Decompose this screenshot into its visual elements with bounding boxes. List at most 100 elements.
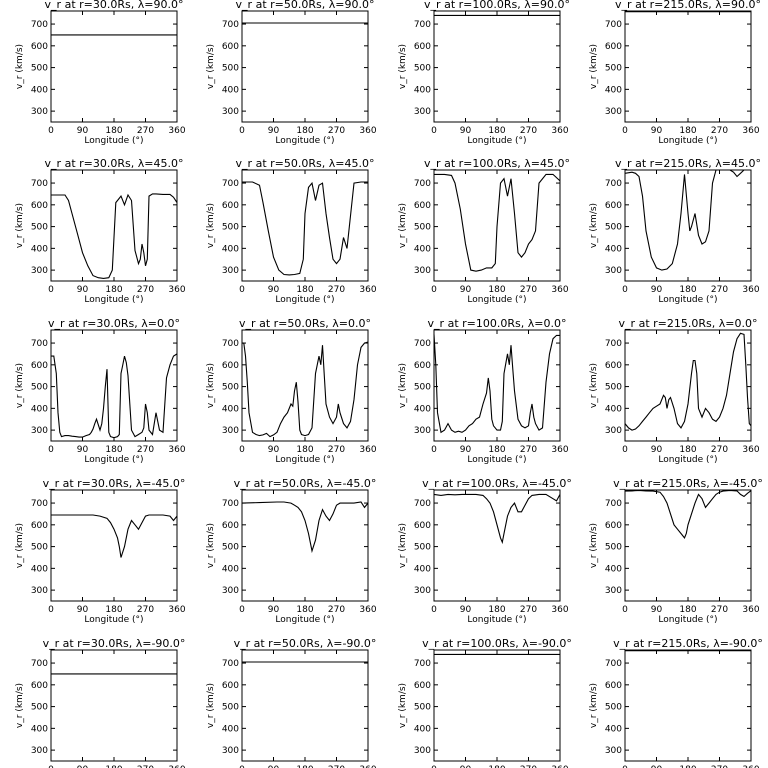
x-tick-label: 0	[239, 285, 245, 295]
chart-panel-19: v_r at r=215.0Rs, λ=-90.0° 0 90 180 270 360 30…	[589, 637, 763, 768]
x-tick-label: 0	[431, 285, 437, 295]
x-axis-label: Longitude (°)	[275, 615, 334, 625]
x-tick-label: 270	[328, 285, 345, 295]
x-tick-label: 90	[268, 765, 280, 768]
y-tick-label: 700	[605, 499, 622, 509]
x-tick-label: 0	[622, 605, 628, 615]
x-tick-label: 360	[551, 445, 568, 455]
series-line	[624, 489, 752, 539]
y-tick-label: 700	[31, 659, 48, 669]
x-axis-label: Longitude (°)	[467, 615, 526, 625]
x-tick-label: 270	[711, 445, 728, 455]
x-tick-label: 180	[679, 605, 696, 615]
x-tick-label: 270	[137, 445, 154, 455]
y-tick-label: 600	[605, 681, 622, 691]
x-tick-label: 270	[520, 285, 537, 295]
panel-title: v_r at r=30.0Rs, λ=45.0°	[45, 157, 184, 170]
y-axis-label: v_r (km/s)	[398, 683, 408, 728]
y-tick-label: 600	[605, 521, 622, 531]
x-tick-label: 0	[48, 126, 54, 136]
x-tick-label: 270	[328, 605, 345, 615]
y-tick-label: 600	[222, 201, 239, 211]
x-tick-label: 270	[137, 765, 154, 768]
x-tick-label: 90	[77, 605, 89, 615]
y-tick-label: 300	[605, 746, 622, 756]
x-tick-label: 360	[742, 445, 759, 455]
y-tick-label: 400	[605, 564, 622, 574]
series-line	[51, 353, 178, 439]
x-tick-label: 0	[48, 605, 54, 615]
chart-panel-8: v_r at r=30.0Rs, λ=0.0° 0 90 180 270 360 300 40…	[15, 317, 186, 465]
y-tick-label: 600	[414, 521, 431, 531]
y-tick-label: 600	[414, 201, 431, 211]
chart-panel-16: v_r at r=30.0Rs, λ=-90.0° 0 90 180 270 360 300…	[15, 637, 186, 768]
x-tick-label: 360	[168, 126, 185, 136]
x-tick-label: 360	[359, 126, 376, 136]
x-tick-label: 0	[239, 126, 245, 136]
y-tick-label: 300	[222, 586, 239, 596]
y-tick-label: 600	[31, 361, 48, 371]
x-tick-label: 360	[168, 445, 185, 455]
y-tick-label: 300	[31, 426, 48, 436]
x-tick-label: 360	[168, 765, 185, 768]
y-tick-label: 500	[605, 543, 622, 553]
plot-frame	[50, 649, 178, 762]
x-tick-label: 0	[239, 765, 245, 768]
x-axis-label: Longitude (°)	[658, 295, 717, 305]
x-tick-label: 90	[77, 765, 89, 768]
chart-panel-15: v_r at r=215.0Rs, λ=-45.0° 0 90 180 270 360 30…	[589, 477, 763, 625]
y-tick-label: 500	[222, 703, 239, 713]
x-tick-label: 270	[328, 765, 345, 768]
x-tick-label: 360	[742, 765, 759, 768]
plot-frame	[50, 489, 178, 602]
x-tick-label: 0	[622, 126, 628, 136]
y-tick-label: 400	[222, 244, 239, 254]
chart-panel-13: v_r at r=50.0Rs, λ=-45.0° 0 90 180 270 360 300…	[206, 477, 377, 625]
x-tick-label: 90	[268, 445, 280, 455]
y-axis-label: v_r (km/s)	[589, 683, 599, 728]
y-tick-label: 500	[414, 703, 431, 713]
y-tick-label: 400	[605, 244, 622, 254]
y-tick-label: 700	[222, 499, 239, 509]
y-tick-label: 500	[31, 223, 48, 233]
y-tick-label: 600	[222, 521, 239, 531]
chart-panel-0: v_r at r=30.0Rs, λ=90.0° 0 90 180 270 360 300 4…	[15, 0, 186, 146]
x-axis-label: Longitude (°)	[84, 615, 143, 625]
y-tick-label: 500	[222, 64, 239, 74]
panel-title: v_r at r=215.0Rs, λ=90.0°	[615, 0, 761, 11]
y-tick-label: 300	[222, 426, 239, 436]
y-tick-label: 300	[605, 107, 622, 117]
x-tick-label: 90	[77, 445, 89, 455]
y-axis-label: v_r (km/s)	[206, 363, 216, 408]
panel-title: v_r at r=100.0Rs, λ=90.0°	[424, 0, 570, 11]
y-tick-label: 400	[31, 404, 48, 414]
panel-title: v_r at r=50.0Rs, λ=-45.0°	[234, 477, 377, 490]
x-tick-label: 180	[679, 765, 696, 768]
series-line	[624, 332, 752, 431]
y-tick-label: 500	[31, 64, 48, 74]
x-tick-label: 180	[488, 126, 505, 136]
y-tick-label: 500	[31, 703, 48, 713]
y-tick-label: 700	[222, 339, 239, 349]
x-tick-label: 360	[551, 765, 568, 768]
y-axis-label: v_r (km/s)	[589, 44, 599, 89]
x-axis-label: Longitude (°)	[658, 136, 717, 146]
y-tick-label: 400	[222, 404, 239, 414]
x-axis-label: Longitude (°)	[467, 295, 526, 305]
y-tick-label: 300	[222, 266, 239, 276]
x-tick-label: 270	[328, 445, 345, 455]
y-axis-label: v_r (km/s)	[206, 683, 216, 728]
y-tick-label: 300	[605, 586, 622, 596]
x-tick-label: 180	[105, 445, 122, 455]
plot-frame	[624, 489, 752, 602]
y-axis-label: v_r (km/s)	[589, 523, 599, 568]
y-axis-label: v_r (km/s)	[398, 203, 408, 248]
x-axis-label: Longitude (°)	[275, 136, 334, 146]
plot-frame	[433, 329, 561, 442]
y-tick-label: 400	[31, 724, 48, 734]
x-tick-label: 270	[520, 605, 537, 615]
y-tick-label: 700	[414, 659, 431, 669]
chart-panel-4: v_r at r=30.0Rs, λ=45.0° 0 90 180 270 360 300 4…	[15, 157, 186, 305]
y-tick-label: 600	[605, 42, 622, 52]
y-tick-label: 400	[222, 85, 239, 95]
